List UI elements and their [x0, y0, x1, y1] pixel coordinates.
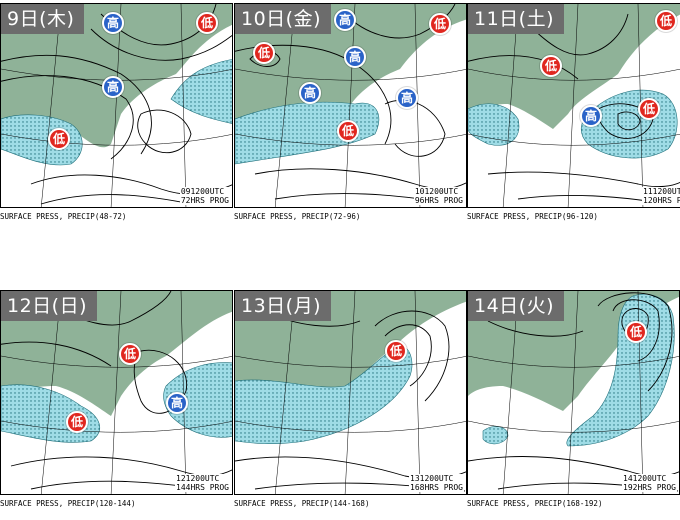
caption-main: SURFACE PRESS, PRECIP	[234, 499, 329, 508]
valid-time: 101200UTC	[414, 187, 459, 196]
forecast-stamp: 091200UTC 72HRS PROG	[179, 187, 230, 205]
forecast-stamp: 141200UTC 192HRS PROG	[622, 474, 677, 492]
high-pressure-marker: 高	[102, 76, 124, 98]
high-pressure-marker: 高	[334, 9, 356, 31]
weather-chart-graphic	[235, 4, 466, 207]
map-panel-3: 低 低 高 低 11日(土) 111200UTC 120HRS PROG SUR…	[467, 3, 680, 233]
caption-range: (72-96)	[328, 212, 361, 221]
weather-chart-graphic	[1, 291, 232, 494]
forecast-map: 高 高 低 低 9日(木) 091200UTC 72HRS PROG	[0, 3, 233, 208]
caption-range: (168-192)	[561, 499, 603, 508]
forecast-hours: 120HRS PROG	[643, 196, 680, 205]
map-panel-2: 高 高 低 高 高 低 低 10日(金) 101200UTC 96HRS PRO…	[234, 3, 467, 233]
forecast-map: 高 高 低 高 高 低 低 10日(金) 101200UTC 96HRS PRO…	[234, 3, 467, 208]
caption-main: SURFACE PRESS, PRECIP	[467, 212, 562, 221]
caption-main: SURFACE PRESS, PRECIP	[467, 499, 562, 508]
date-label: 9日(木)	[1, 4, 85, 34]
valid-time: 091200UTC	[180, 187, 225, 196]
map-panel-4: 低 高 低 12日(日) 121200UTC 144HRS PROG SURFA…	[0, 290, 233, 520]
date-label: 13日(月)	[235, 291, 332, 321]
high-pressure-marker: 高	[299, 82, 321, 104]
caption-range: (48-72)	[94, 212, 127, 221]
map-caption: SURFACE PRESS, PRECIP(48-72)	[0, 212, 126, 221]
low-pressure-marker: 低	[540, 55, 562, 77]
map-panel-6: 低 14日(火) 141200UTC 192HRS PROG SURFACE P…	[467, 290, 680, 520]
valid-time: 131200UTC	[410, 474, 454, 483]
forecast-hours: 72HRS PROG	[180, 196, 229, 205]
date-label: 14日(火)	[468, 291, 565, 321]
map-caption: SURFACE PRESS, PRECIP(168-192)	[467, 499, 602, 508]
caption-range: (144-168)	[328, 499, 370, 508]
high-pressure-marker: 高	[344, 46, 366, 68]
forecast-hours: 144HRS PROG	[176, 483, 229, 492]
low-pressure-marker: 低	[429, 13, 451, 35]
map-caption: SURFACE PRESS, PRECIP(96-120)	[467, 212, 598, 221]
high-pressure-marker: 高	[580, 105, 602, 127]
low-pressure-marker: 低	[119, 343, 141, 365]
low-pressure-marker: 低	[66, 411, 88, 433]
valid-time: 141200UTC	[623, 474, 667, 483]
high-pressure-marker: 高	[166, 392, 188, 414]
weather-chart-graphic	[235, 291, 466, 494]
date-label: 12日(日)	[1, 291, 98, 321]
forecast-map: 低 13日(月) 131200UTC 168HRS PROG	[234, 290, 467, 495]
caption-main: SURFACE PRESS, PRECIP	[0, 212, 95, 221]
low-pressure-marker: 低	[625, 321, 647, 343]
map-panel-1: 高 高 低 低 9日(木) 091200UTC 72HRS PROG SURFA…	[0, 3, 233, 233]
map-caption: SURFACE PRESS, PRECIP(120-144)	[0, 499, 135, 508]
date-label: 11日(土)	[468, 4, 565, 34]
forecast-stamp: 121200UTC 144HRS PROG	[175, 474, 230, 492]
low-pressure-marker: 低	[196, 12, 218, 34]
date-label: 10日(金)	[235, 4, 332, 34]
forecast-hours: 96HRS PROG	[414, 196, 463, 205]
low-pressure-marker: 低	[638, 98, 660, 120]
forecast-map: 低 高 低 12日(日) 121200UTC 144HRS PROG	[0, 290, 233, 495]
forecast-stamp: 101200UTC 96HRS PROG	[413, 187, 464, 205]
forecast-map: 低 14日(火) 141200UTC 192HRS PROG	[467, 290, 680, 495]
caption-main: SURFACE PRESS, PRECIP	[234, 212, 329, 221]
low-pressure-marker: 低	[655, 10, 677, 32]
valid-time: 111200UTC	[643, 187, 680, 196]
map-caption: SURFACE PRESS, PRECIP(72-96)	[234, 212, 360, 221]
forecast-hours: 192HRS PROG	[623, 483, 676, 492]
caption-range: (120-144)	[94, 499, 136, 508]
valid-time: 121200UTC	[176, 474, 220, 483]
low-pressure-marker: 低	[253, 42, 275, 64]
caption-range: (96-120)	[561, 212, 598, 221]
map-caption: SURFACE PRESS, PRECIP(144-168)	[234, 499, 369, 508]
map-panel-5: 低 13日(月) 131200UTC 168HRS PROG SURFACE P…	[234, 290, 467, 520]
forecast-map: 低 低 高 低 11日(土) 111200UTC 120HRS PROG	[467, 3, 680, 208]
low-pressure-marker: 低	[48, 128, 70, 150]
high-pressure-marker: 高	[102, 12, 124, 34]
weather-chart-graphic	[468, 4, 680, 207]
low-pressure-marker: 低	[337, 120, 359, 142]
forecast-hours: 168HRS PROG	[410, 483, 463, 492]
forecast-stamp: 111200UTC 120HRS PROG	[642, 187, 680, 205]
caption-main: SURFACE PRESS, PRECIP	[0, 499, 95, 508]
forecast-stamp: 131200UTC 168HRS PROG	[409, 474, 464, 492]
low-pressure-marker: 低	[385, 340, 407, 362]
weather-chart-graphic	[468, 291, 679, 494]
weather-chart-graphic	[1, 4, 232, 207]
high-pressure-marker: 高	[396, 87, 418, 109]
